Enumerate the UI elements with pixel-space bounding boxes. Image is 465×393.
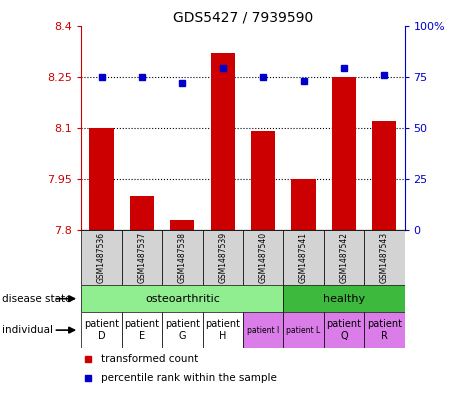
Bar: [292, 179, 316, 230]
Bar: [283, 312, 324, 348]
Text: patient
E: patient E: [125, 320, 159, 341]
Bar: [81, 285, 283, 312]
Bar: [324, 312, 364, 348]
Text: patient
R: patient R: [367, 320, 402, 341]
Bar: [332, 77, 356, 230]
Text: GSM1487536: GSM1487536: [97, 232, 106, 283]
Bar: [203, 230, 243, 285]
Text: patient
G: patient G: [165, 320, 200, 341]
Text: GSM1487541: GSM1487541: [299, 232, 308, 283]
Text: patient
H: patient H: [205, 320, 240, 341]
Bar: [283, 285, 405, 312]
Bar: [89, 128, 113, 230]
Bar: [122, 312, 162, 348]
Bar: [251, 131, 275, 230]
Bar: [372, 121, 397, 230]
Text: patient I: patient I: [247, 326, 279, 334]
Text: GSM1487537: GSM1487537: [138, 232, 146, 283]
Bar: [203, 312, 243, 348]
Text: GSM1487543: GSM1487543: [380, 232, 389, 283]
Text: patient L: patient L: [286, 326, 321, 334]
Bar: [243, 230, 283, 285]
Bar: [162, 230, 203, 285]
Bar: [170, 220, 194, 230]
Text: patient
Q: patient Q: [326, 320, 361, 341]
Text: GSM1487538: GSM1487538: [178, 232, 187, 283]
Bar: [81, 230, 122, 285]
Bar: [324, 230, 364, 285]
Bar: [122, 230, 162, 285]
Text: transformed count: transformed count: [101, 354, 198, 364]
Bar: [81, 312, 122, 348]
Bar: [243, 312, 283, 348]
Title: GDS5427 / 7939590: GDS5427 / 7939590: [173, 10, 313, 24]
Bar: [364, 312, 405, 348]
Bar: [162, 312, 203, 348]
Text: GSM1487542: GSM1487542: [339, 232, 348, 283]
Text: patient
D: patient D: [84, 320, 119, 341]
Text: osteoarthritic: osteoarthritic: [145, 294, 220, 304]
Bar: [130, 196, 154, 230]
Text: GSM1487540: GSM1487540: [259, 232, 268, 283]
Text: percentile rank within the sample: percentile rank within the sample: [101, 373, 277, 382]
Bar: [283, 230, 324, 285]
Bar: [364, 230, 405, 285]
Text: disease state: disease state: [2, 294, 72, 304]
Text: healthy: healthy: [323, 294, 365, 304]
Text: individual: individual: [2, 325, 53, 335]
Bar: [211, 53, 235, 230]
Text: GSM1487539: GSM1487539: [218, 232, 227, 283]
